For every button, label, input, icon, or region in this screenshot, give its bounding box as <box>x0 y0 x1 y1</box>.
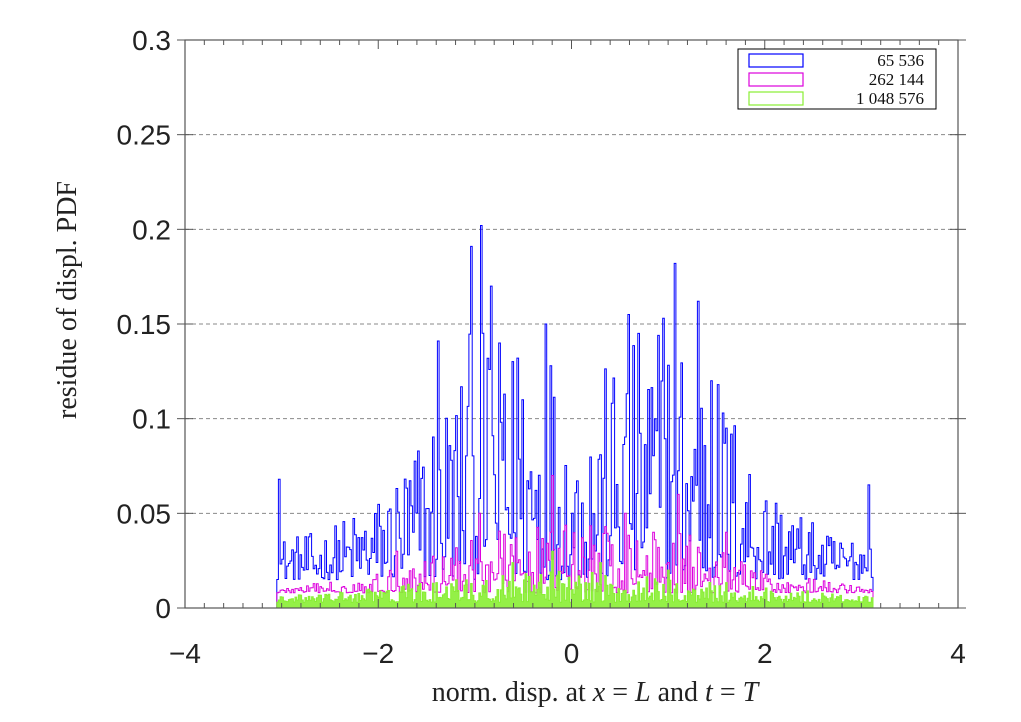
y-tick-label-0: 0 <box>155 593 171 624</box>
y-tick-label-1: 0.05 <box>117 498 172 529</box>
ticks <box>177 39 966 609</box>
series-2 <box>185 550 958 609</box>
x-axis-label-part-2: = <box>605 677 635 708</box>
x-axis-label-part-7: T <box>743 677 761 708</box>
legend-swatch-0 <box>748 53 804 68</box>
y-tick-label-2: 0.1 <box>132 404 171 435</box>
x-axis-label: norm. disp. at x = L and t = T <box>432 677 761 708</box>
series-0 <box>185 225 958 609</box>
x-axis-label-part-6: = <box>713 677 743 708</box>
x-axis-label-part-5: t <box>705 677 714 708</box>
x-axis-label-part-1: x <box>592 677 606 708</box>
legend-label-1: 262 144 <box>869 70 925 89</box>
x-tick-label-2: 0 <box>564 638 580 669</box>
y-tick-label-5: 0.25 <box>117 120 172 151</box>
legend-swatch-2 <box>748 91 804 106</box>
x-tick-label-4: 4 <box>950 638 966 669</box>
y-tick-label-6: 0.3 <box>132 25 171 56</box>
legend-swatch-1 <box>748 72 804 87</box>
legend: 65 536 262 144 1 048 576 <box>737 48 937 110</box>
tick-labels: −4 −2 0 2 4 0 0.05 0.1 0.15 0.2 0.25 0.3 <box>117 25 966 669</box>
legend-label-2: 1 048 576 <box>856 89 924 108</box>
x-tick-label-1: −2 <box>362 638 394 669</box>
x-axis-label-part-3: L <box>634 677 651 708</box>
legend-label-0: 65 536 <box>877 51 924 70</box>
y-tick-label-4: 0.2 <box>132 214 171 245</box>
x-tick-label-3: 2 <box>757 638 773 669</box>
y-tick-label-3: 0.15 <box>117 309 172 340</box>
grid-lines <box>185 134 958 514</box>
legend-box <box>737 48 937 110</box>
y-axis-label: residue of displ. PDF <box>52 181 83 419</box>
series-layer <box>185 225 958 609</box>
x-axis-label-part-0: norm. disp. at <box>432 677 593 708</box>
x-tick-label-0: −4 <box>169 638 201 669</box>
x-axis-label-part-4: and <box>651 677 705 708</box>
